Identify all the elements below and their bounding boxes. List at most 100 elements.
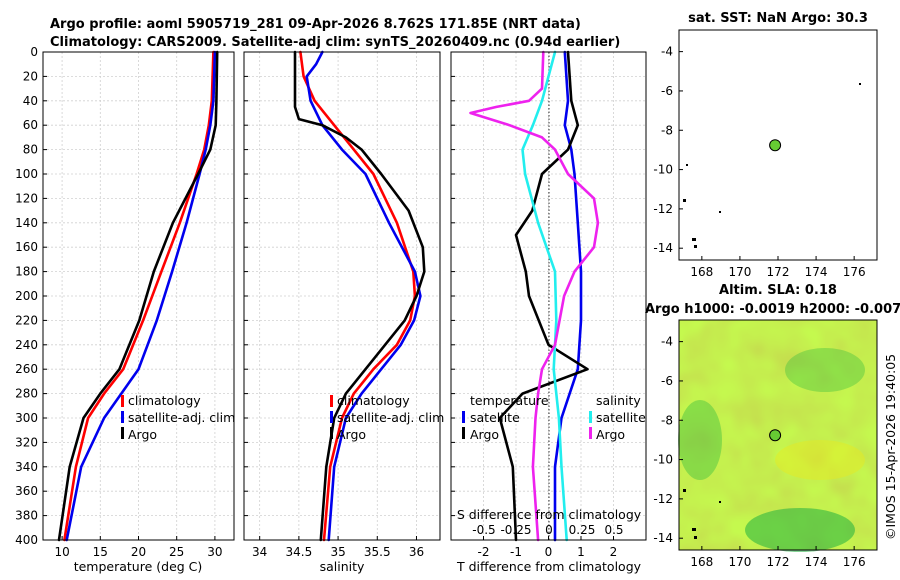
argo-position-marker <box>769 139 782 152</box>
s-tick-label: 0.25 <box>569 523 596 537</box>
difference-series-s-argo <box>469 50 600 542</box>
depth-tick-label: 40 <box>23 94 38 108</box>
island <box>692 528 696 531</box>
legend-label-argo: Argo <box>337 427 366 442</box>
depth-tick-label: 260 <box>15 362 38 376</box>
difference-series-t-argo <box>498 50 589 542</box>
sla-map-lon-tick-label: 172 <box>767 555 790 569</box>
salinity-x-tick-label: 35.5 <box>364 545 391 559</box>
sst-map-lon-tick-label: 168 <box>690 265 713 279</box>
sst-map-lon-tick-label: 174 <box>805 265 828 279</box>
s-tick-label: 0 <box>545 523 553 537</box>
legend-label-t-argo: Argo <box>470 427 499 442</box>
depth-tick-label: 380 <box>15 509 38 523</box>
island <box>719 501 721 503</box>
legend-swatch-climatology <box>121 395 124 407</box>
temperature-series-argo <box>57 50 219 542</box>
depth-tick-label: 220 <box>15 313 38 327</box>
temperature-legend: climatology satellite-adj. clim Argo <box>121 393 235 442</box>
temperature-x-tick-label: 25 <box>169 545 184 559</box>
sst-map-lat-tick-label: -14 <box>653 241 673 255</box>
temperature-x-tick-label: 15 <box>93 545 108 559</box>
depth-tick-label: 180 <box>15 265 38 279</box>
temperature-x-tick-label: 30 <box>207 545 222 559</box>
legend-label-argo: Argo <box>128 427 157 442</box>
legend-swatch-argo <box>121 427 124 439</box>
imos-timestamp: ©IMOS 15-Apr-2026 19:40:05 <box>883 354 898 540</box>
difference-x-tick-label: 1 <box>577 545 585 559</box>
figure-title-line2: Climatology: CARS2009. Satellite-adj cli… <box>50 35 620 50</box>
sst-map-panel: sat. SST: NaN Argo: 30.3 168 170 172 174 176… <box>653 11 878 279</box>
legend-swatch-s-argo <box>589 427 592 439</box>
difference-xlabel-s: S difference from climatology <box>457 507 642 522</box>
depth-tick-label: 240 <box>15 338 38 352</box>
island <box>719 211 721 213</box>
sst-map-lat-tick-label: -6 <box>661 84 673 98</box>
island <box>694 245 697 248</box>
legend-label-t-satellite: satellite <box>470 410 520 425</box>
island <box>694 536 697 539</box>
sst-map-lat-tick-label: -8 <box>661 123 673 137</box>
sla-map-lat-tick-label: -12 <box>653 492 673 506</box>
temperature-x-tick-label: 10 <box>54 545 69 559</box>
difference-series-s-satellite <box>521 50 569 542</box>
depth-tick-label: 400 <box>15 533 38 547</box>
difference-legend: temperature satellite Argo salinity sate… <box>462 393 646 442</box>
s-tick-label: -0.25 <box>500 523 531 537</box>
depth-tick-label: 200 <box>15 289 38 303</box>
sla-map-lat-tick-label: -8 <box>661 413 673 427</box>
salinity-series-argo <box>293 50 426 542</box>
sla-low-region <box>678 400 722 480</box>
legend-label-satellite: satellite-adj. clim <box>128 410 235 425</box>
sla-map-lat-tick-label: -14 <box>653 531 673 545</box>
salinity-series-climatology <box>299 50 417 542</box>
legend-swatch-satellite <box>121 411 124 423</box>
legend-label-s-argo: Argo <box>596 427 625 442</box>
difference-x-tick-label: -1 <box>510 545 522 559</box>
difference-x-tick-label: -2 <box>478 545 490 559</box>
legend-swatch-s-satellite <box>589 411 592 423</box>
salinity-xlabel: salinity <box>320 559 365 574</box>
depth-tick-label: 360 <box>15 484 38 498</box>
sla-map-lon-tick-label: 170 <box>728 555 751 569</box>
sst-map-lon-tick-label: 172 <box>767 265 790 279</box>
sst-map-lat-tick-label: -4 <box>661 45 673 59</box>
legend-title-salinity: salinity <box>596 393 641 408</box>
legend-label-climatology: climatology <box>337 393 410 408</box>
salinity-x-tick-label: 36 <box>409 545 424 559</box>
sla-map-lat-tick-label: -6 <box>661 374 673 388</box>
sla-low-region <box>785 348 865 392</box>
sst-map-lat-tick-label: -12 <box>653 202 673 216</box>
legend-title-temperature: temperature <box>470 393 549 408</box>
depth-tick-label: 100 <box>15 167 38 181</box>
depth-tick-label: 20 <box>23 69 38 83</box>
island-outlines <box>683 489 721 539</box>
depth-tick-label: 80 <box>23 143 38 157</box>
s-tick-label: -0.5 <box>472 523 495 537</box>
difference-x-tick-label: 2 <box>610 545 618 559</box>
sla-map-lon-tick-label: 168 <box>690 555 713 569</box>
depth-tick-label: 60 <box>23 118 38 132</box>
sla-map-subtitle: Argo h1000: -0.0019 h2000: -0.0077 <box>645 302 900 317</box>
legend-label-s-satellite: satellite <box>596 410 646 425</box>
depth-tick-label: 280 <box>15 387 38 401</box>
figure-title-line1: Argo profile: aoml 5905719_281 09-Apr-20… <box>50 17 581 32</box>
salinity-x-tick-label: 34 <box>252 545 267 559</box>
sst-map-lon-tick-label: 170 <box>728 265 751 279</box>
depth-tick-label: 0 <box>30 45 38 59</box>
temperature-panel: 0 20 40 60 80 100 120 140 160 180 200 220 240 260 280 3… <box>15 45 235 574</box>
salinity-legend: climatology satellite-adj. clim Argo <box>330 393 444 442</box>
depth-tick-label: 340 <box>15 460 38 474</box>
temperature-xlabel: temperature (deg C) <box>74 559 203 574</box>
sst-map-lon-tick-label: 176 <box>843 265 866 279</box>
sst-map-lat-tick-label: -10 <box>653 163 673 177</box>
difference-x-tick-label: 0 <box>545 545 553 559</box>
island-outlines <box>683 83 861 248</box>
legend-swatch-t-argo <box>462 427 465 439</box>
salinity-x-tick-label: 35 <box>330 545 345 559</box>
sla-low-region <box>745 508 855 552</box>
temperature-series-satellite-adj-clim <box>65 50 217 542</box>
legend-label-climatology: climatology <box>128 393 201 408</box>
argo-position-marker <box>769 429 782 442</box>
